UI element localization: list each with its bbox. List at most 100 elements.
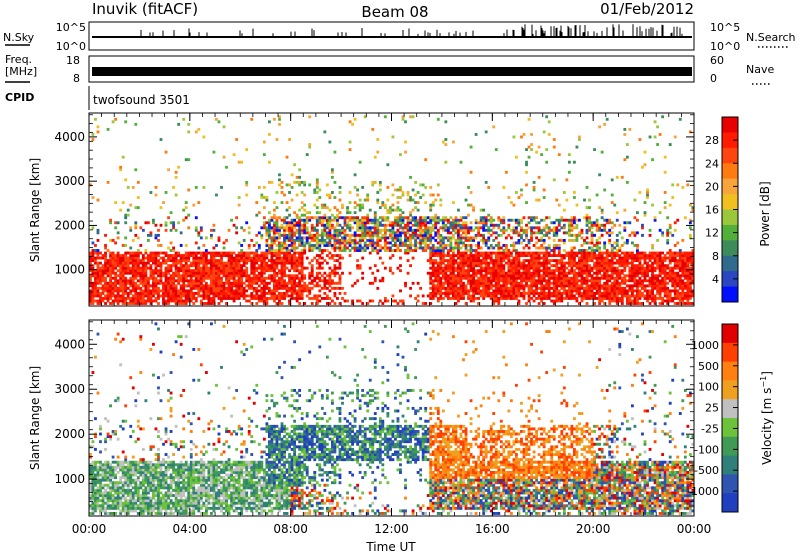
echo-cell bbox=[441, 238, 445, 242]
echo-cell bbox=[285, 274, 289, 278]
echo-cell bbox=[121, 289, 125, 293]
echo-cell bbox=[333, 180, 337, 184]
echo-cell bbox=[318, 188, 322, 192]
echo-cell bbox=[197, 281, 201, 285]
echo-cell bbox=[499, 251, 503, 255]
echo-cell bbox=[575, 284, 579, 288]
echo-cell bbox=[89, 254, 92, 257]
echo-cell bbox=[469, 276, 473, 280]
echo-cell bbox=[462, 236, 465, 240]
echo-cell bbox=[270, 297, 274, 300]
echo-cell bbox=[497, 266, 501, 270]
echo-cell bbox=[270, 259, 274, 263]
echo-cell bbox=[144, 251, 148, 255]
echo-cell bbox=[89, 256, 92, 260]
echo-cell bbox=[343, 249, 347, 252]
echo-cell bbox=[94, 286, 97, 290]
echo-cell bbox=[504, 286, 508, 290]
echo-cell bbox=[512, 203, 516, 207]
echo-cell bbox=[560, 264, 564, 268]
echo-cell bbox=[499, 286, 503, 290]
echo-cell bbox=[273, 223, 276, 227]
echo-cell bbox=[262, 266, 266, 270]
echo-cell bbox=[184, 251, 188, 255]
echo-cell bbox=[547, 271, 551, 275]
echo-cell bbox=[502, 256, 506, 260]
echo-cell bbox=[318, 196, 322, 199]
echo-cell bbox=[141, 279, 145, 283]
echo-cell bbox=[550, 264, 554, 268]
echo-cell bbox=[126, 259, 130, 263]
echo-cell bbox=[464, 254, 468, 257]
echo-cell bbox=[610, 226, 614, 230]
echo-cell bbox=[567, 271, 571, 275]
echo-cell bbox=[343, 299, 347, 303]
echo-cell bbox=[598, 276, 602, 280]
echo-cell bbox=[454, 241, 458, 245]
echo-cell bbox=[358, 244, 362, 247]
echo-cell bbox=[346, 223, 349, 227]
echo-cell bbox=[149, 289, 153, 293]
echo-cell bbox=[560, 266, 564, 270]
echo-cell bbox=[381, 218, 385, 222]
echo-cell bbox=[608, 241, 612, 245]
echo-cell bbox=[472, 274, 475, 278]
echo-cell bbox=[242, 291, 246, 295]
echo-cell bbox=[197, 261, 201, 265]
echo-cell bbox=[255, 233, 259, 237]
echo-cell bbox=[469, 266, 473, 270]
echo-cell bbox=[494, 266, 498, 270]
echo-cell bbox=[368, 236, 372, 240]
echo-cell bbox=[434, 269, 438, 273]
echo-cell bbox=[353, 221, 357, 225]
echo-cell bbox=[225, 261, 228, 265]
echo-cell bbox=[267, 297, 271, 300]
echo-cell bbox=[116, 302, 120, 305]
echo-cell bbox=[477, 246, 481, 250]
echo-cell bbox=[585, 259, 589, 263]
echo-cell bbox=[242, 259, 246, 263]
echo-cell bbox=[305, 216, 309, 220]
echo-cell bbox=[610, 289, 614, 293]
echo-cell bbox=[396, 228, 400, 232]
echo-cell bbox=[462, 261, 465, 265]
echo-cell bbox=[439, 269, 443, 273]
echo-cell bbox=[603, 226, 607, 230]
echo-cell bbox=[273, 117, 276, 121]
echo-cell bbox=[323, 276, 327, 280]
echo-cell bbox=[444, 120, 448, 124]
echo-cell bbox=[419, 221, 423, 225]
echo-cell bbox=[318, 233, 322, 237]
echo-cell bbox=[530, 226, 533, 230]
echo-cell bbox=[512, 244, 516, 247]
echo-cell bbox=[255, 249, 259, 252]
echo-cell bbox=[494, 269, 498, 273]
echo-cell bbox=[285, 246, 289, 250]
echo-cell bbox=[373, 223, 377, 227]
echo-cell bbox=[136, 274, 140, 278]
echo-cell bbox=[474, 233, 478, 237]
echo-cell bbox=[497, 241, 501, 245]
echo-cell bbox=[484, 180, 488, 184]
echo-cell bbox=[381, 203, 385, 207]
echo-cell bbox=[545, 160, 549, 164]
echo-cell bbox=[174, 289, 178, 293]
echo-cell bbox=[172, 297, 176, 300]
echo-cell bbox=[540, 279, 544, 283]
echo-cell bbox=[333, 150, 337, 154]
echo-cell bbox=[245, 180, 249, 184]
echo-cell bbox=[522, 274, 526, 278]
echo-cell bbox=[131, 185, 135, 189]
echo-cell bbox=[348, 218, 352, 222]
echo-cell bbox=[401, 231, 405, 235]
echo-cell bbox=[202, 269, 206, 273]
echo-cell bbox=[290, 297, 294, 300]
echo-cell bbox=[288, 213, 291, 217]
echo-cell bbox=[245, 284, 249, 288]
echo-cell bbox=[512, 279, 516, 283]
echo-cell bbox=[472, 259, 475, 263]
echo-cell bbox=[104, 246, 107, 250]
echo-cell bbox=[124, 254, 128, 257]
echo-cell bbox=[540, 294, 544, 298]
echo-cell bbox=[134, 254, 138, 257]
